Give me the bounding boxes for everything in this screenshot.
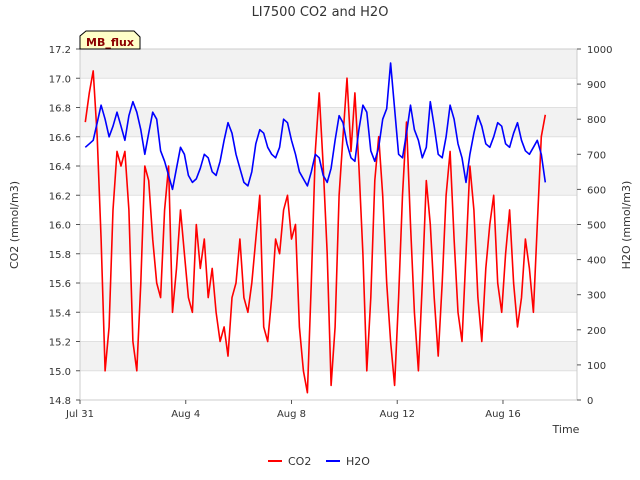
y-axis-label-right: H2O (mmol/m3)	[620, 181, 633, 270]
y-tick-label-right: 300	[587, 291, 606, 302]
y-tick-label-right: 900	[587, 80, 606, 91]
grid-band	[80, 49, 577, 79]
y-tick-label-left: 16.2	[49, 191, 71, 202]
bottom-axis: Jul 31 Aug 4 Aug 8 Aug 12 Aug 16	[65, 400, 521, 420]
x-tick-label: Aug 4	[171, 409, 200, 420]
grid-band	[80, 341, 577, 371]
badge-label: MB_flux	[86, 36, 134, 49]
y-tick-label-left: 15.6	[49, 279, 71, 290]
y-tick-label-left: 14.8	[49, 396, 71, 407]
legend-co2-label: CO2	[288, 455, 311, 468]
y-axis-label-left: CO2 (mmol/m3)	[8, 181, 21, 269]
legend: CO2 H2O	[268, 455, 370, 468]
y-tick-label-left: 17.0	[49, 74, 71, 85]
grid-band	[80, 107, 577, 137]
y-tick-label-right: 100	[587, 361, 606, 372]
grid-band	[80, 78, 577, 108]
x-axis-label: Time	[552, 423, 580, 436]
left-axis: 14.8 15.0 15.2 15.4 15.6 15.8 16.0 16.2 16.4 16.6…	[49, 45, 80, 407]
y-tick-label-right: 500	[587, 221, 606, 232]
x-tick-label: Jul 31	[65, 409, 94, 420]
series-line-co2	[84, 70, 547, 394]
grid-band	[80, 370, 577, 400]
y-tick-label-left: 15.8	[49, 250, 71, 261]
y-tick-label-left: 16.0	[49, 221, 71, 232]
grid-band	[80, 136, 577, 166]
y-tick-label-left: 16.8	[49, 104, 71, 115]
y-tick-label-right: 700	[587, 150, 606, 161]
y-tick-label-left: 15.0	[49, 367, 71, 378]
y-tick-label-left: 16.6	[49, 133, 71, 144]
series-line-h2o	[84, 62, 547, 191]
y-tick-label-right: 800	[587, 115, 606, 126]
grid-band	[80, 224, 577, 254]
y-tick-label-left: 16.4	[49, 162, 71, 173]
chart-title: LI7500 CO2 and H2O	[252, 5, 389, 20]
grid-band	[80, 195, 577, 225]
right-axis: 0 100 200 300 400 500 600 700 800 900 1000	[577, 45, 612, 407]
y-tick-label-right: 0	[587, 396, 593, 407]
legend-h2o-label: H2O	[346, 455, 370, 468]
y-tick-label-right: 1000	[587, 45, 612, 56]
y-tick-label-right: 600	[587, 185, 606, 196]
x-tick-label: Aug 8	[277, 409, 306, 420]
x-tick-label: Aug 16	[485, 409, 520, 420]
series-layer	[84, 62, 547, 394]
y-tick-label-left: 15.4	[49, 308, 71, 319]
y-tick-label-left: 17.2	[49, 45, 71, 56]
x-tick-label: Aug 12	[380, 409, 415, 420]
badge-shape	[79, 30, 141, 50]
y-tick-label-right: 400	[587, 256, 606, 267]
y-tick-label-right: 200	[587, 326, 606, 337]
y-tick-label-left: 15.2	[49, 338, 71, 349]
mb-flux-badge: MB_flux	[79, 30, 141, 50]
